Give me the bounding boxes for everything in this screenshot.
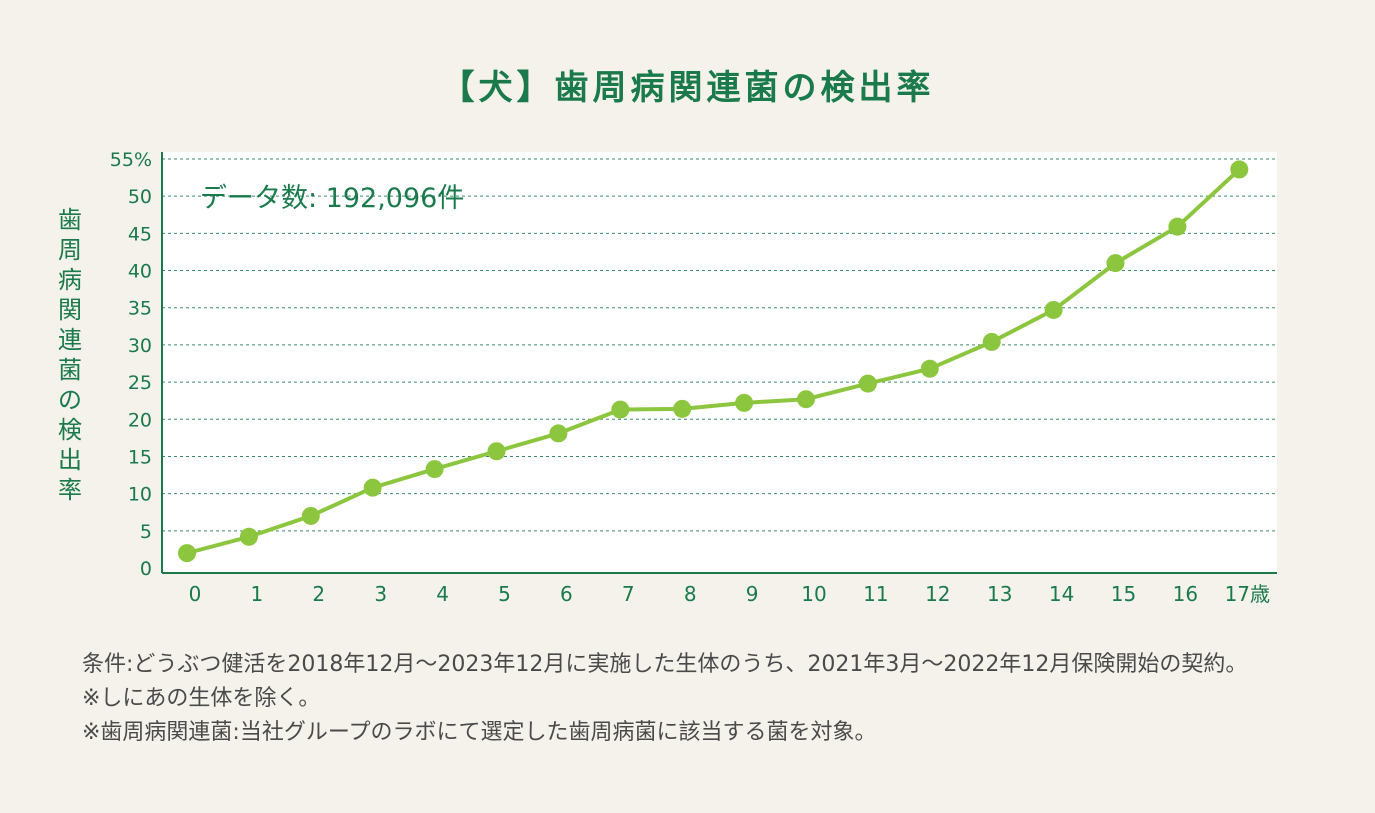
data-point-11 [858,374,877,393]
x-tick-label-16: 16 [1173,582,1198,606]
y-tick-label-4: 20 [128,409,152,431]
x-tick-label-17: 17歳 [1225,582,1270,606]
x-tick-label-3: 3 [374,582,387,606]
x-tick-label-14: 14 [1049,582,1074,606]
x-tick-label-1: 1 [251,582,264,606]
y-tick-label-9: 45 [128,223,152,245]
data-point-0 [178,544,196,563]
data-point-1 [239,527,258,546]
footnote-conditions: 条件:どうぶつ健活を2018年12月～2023年12月に実施した生体のうち、20… [82,652,1248,677]
y-tick-label-1: 5 [140,521,152,543]
y-tick-label-11: 55% [110,149,152,171]
y-tick-label-2: 10 [128,484,152,506]
footnote-definition: ※歯周病関連菌:当社グループのラボにて選定した歯周病菌に該当する菌を対象。 [82,720,877,745]
x-tick-label-15: 15 [1111,582,1136,606]
x-tick-label-8: 8 [684,582,697,606]
data-point-14 [1044,300,1063,319]
plot-area [162,152,1277,573]
y-tick-label-0: 0 [140,558,152,580]
x-tick-label-4: 4 [436,582,449,606]
x-tick-label-0: 0 [189,582,202,606]
x-tick-label-13: 13 [987,582,1012,606]
data-point-5 [487,442,506,461]
footnotes: 条件:どうぶつ健活を2018年12月～2023年12月に実施した生体のうち、20… [82,648,1342,750]
y-tick-label-3: 15 [128,446,152,468]
x-tick-label-9: 9 [746,582,759,606]
x-tick-label-12: 12 [925,582,950,606]
data-point-13 [982,332,1001,351]
data-point-8 [673,399,692,418]
data-point-15 [1106,254,1125,273]
data-point-7 [611,400,630,419]
data-point-10 [797,390,815,409]
series-line [186,167,1241,556]
y-tick-label-5: 25 [128,372,152,394]
data-count-annotation: データ数: 192,096件 [200,183,464,214]
data-point-12 [920,359,939,378]
data-point-6 [549,424,568,443]
data-point-17 [1230,160,1249,179]
x-tick-label-10: 10 [801,582,826,606]
y-tick-labels: 0 5 10 15 20 25 30 35 40 45 50 55% [110,149,152,580]
data-point-2 [301,506,320,525]
data-point-9 [735,393,754,412]
data-point-3 [363,478,382,497]
footnote-exclusion: ※しにあの生体を除く。 [82,686,321,711]
chart-title: 【犬】歯周病関連菌の検出率 [440,68,935,108]
x-tick-label-6: 6 [560,582,573,606]
data-point-16 [1168,217,1187,236]
x-tick-labels: 0 1 2 3 4 5 6 7 8 9 10 11 12 13 14 15 16 17歳 [189,582,1270,606]
data-points [178,160,1249,563]
axes [161,152,1277,574]
y-tick-label-8: 40 [128,261,152,283]
x-tick-label-7: 7 [622,582,635,606]
x-tick-label-5: 5 [498,582,511,606]
y-tick-label-10: 50 [128,186,152,208]
x-tick-label-2: 2 [312,582,325,606]
y-tick-label-7: 35 [128,298,152,320]
data-point-4 [425,460,444,479]
x-tick-label-11: 11 [863,582,888,606]
y-tick-label-6: 30 [128,335,152,357]
y-axis-label: 歯周病関連菌の検出率 [58,206,82,504]
